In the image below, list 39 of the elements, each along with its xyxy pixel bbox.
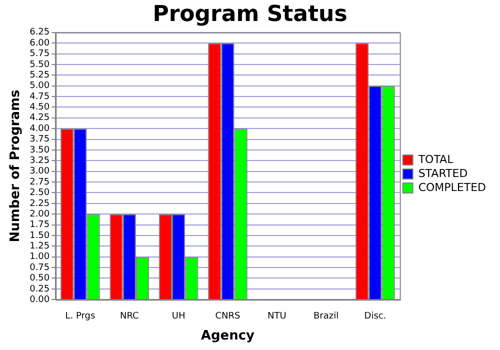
y-tick-label: 5.00 xyxy=(30,81,50,92)
y-tick-label: 1.25 xyxy=(30,242,50,252)
y-tick-label: 6.00 xyxy=(30,38,50,48)
x-tick-label: NTU xyxy=(267,311,286,322)
y-tick-label: 2.50 xyxy=(30,188,50,198)
x-tick-label: UH xyxy=(172,311,186,322)
y-tick-label: 4.00 xyxy=(30,124,50,134)
legend-label: COMPLETED xyxy=(418,180,486,194)
y-tick-label: 0.00 xyxy=(30,294,50,305)
x-tick-label: CNRS xyxy=(215,311,241,322)
y-tick-label: 4.50 xyxy=(30,102,50,113)
x-tick-label: Brazil xyxy=(314,311,339,322)
y-tick-label: 1.50 xyxy=(30,230,50,241)
y-tick-label: 3.50 xyxy=(30,145,50,156)
x-axis-title: Agency xyxy=(200,328,256,344)
y-tick-label: 4.75 xyxy=(30,92,50,102)
legend-label: STARTED xyxy=(418,166,468,180)
y-tick-label: 2.25 xyxy=(30,198,50,209)
y-tick-label: 3.75 xyxy=(30,134,50,145)
y-tick-label: 2.00 xyxy=(30,209,50,220)
y-tick-label: 0.25 xyxy=(30,284,50,294)
y-tick-label: 3.25 xyxy=(30,156,50,166)
y-axis-title: Number of Programs xyxy=(8,89,24,242)
x-tick-label: L. Prgs xyxy=(65,311,96,322)
y-tick-label: 4.25 xyxy=(30,113,50,124)
y-tick-label: 6.25 xyxy=(30,28,50,38)
x-tick-label: Disc. xyxy=(364,311,386,322)
y-tick-label: 5.50 xyxy=(30,60,50,70)
y-tick-label: 0.75 xyxy=(30,262,50,273)
y-tick-label: 1.75 xyxy=(30,220,50,230)
y-tick-label: 5.75 xyxy=(30,49,50,60)
y-tick-label: 0.50 xyxy=(30,274,50,284)
y-tick-label: 2.75 xyxy=(30,177,50,188)
chart-title: Program Status xyxy=(152,2,348,27)
y-tick-label: 3.00 xyxy=(30,166,50,177)
y-tick-label: 1.00 xyxy=(30,252,50,262)
y-tick-label: 5.25 xyxy=(30,70,50,80)
legend-label: TOTAL xyxy=(417,152,454,166)
x-tick-label: NRC xyxy=(120,311,139,322)
